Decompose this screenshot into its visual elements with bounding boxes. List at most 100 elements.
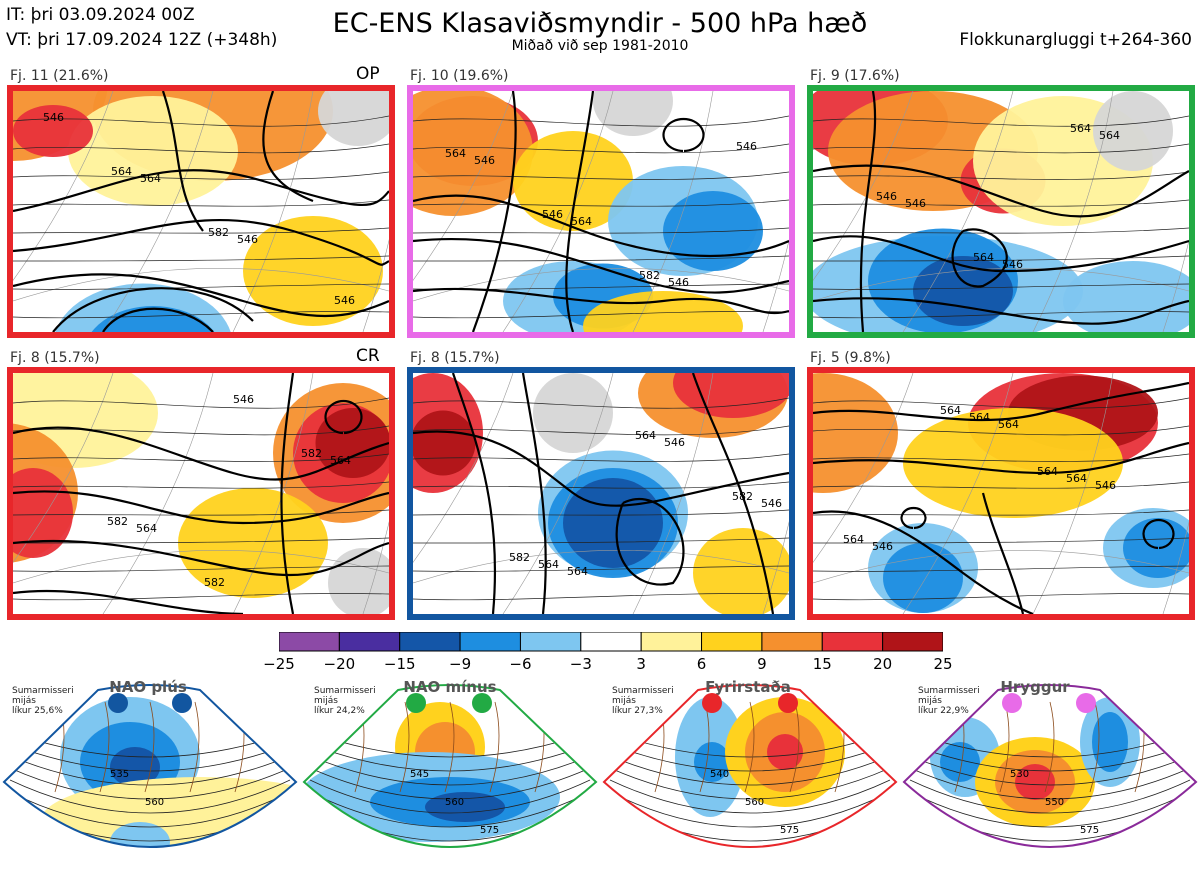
height-contour xyxy=(413,255,789,262)
height-contour xyxy=(13,143,389,154)
height-contour-bold xyxy=(102,307,214,332)
regime-anomaly xyxy=(110,822,170,847)
contour-label: 564 xyxy=(1099,129,1120,142)
regime-contour xyxy=(9,791,291,828)
panel-1-tag: OP xyxy=(356,64,380,84)
anomaly-shading xyxy=(315,408,389,478)
height-contour xyxy=(813,593,1189,601)
contour-label: 546 xyxy=(1095,479,1116,492)
anomaly-shading xyxy=(13,468,73,558)
contour-label: 564 xyxy=(998,418,1019,431)
regime-info: Sumarmisseri mijás líkur 27,3% xyxy=(612,686,674,716)
height-contour xyxy=(413,199,789,207)
contour-label: 564 xyxy=(571,215,592,228)
height-contour xyxy=(413,425,789,436)
regime-info: Sumarmisseri mijás líkur 25,6% xyxy=(12,686,74,716)
regime-contour xyxy=(909,791,1191,828)
contour-label: 546 xyxy=(542,208,563,221)
coastline xyxy=(444,701,455,793)
graticule-line xyxy=(632,373,714,614)
height-contour xyxy=(13,509,389,516)
regime-map: 530 550 575 xyxy=(902,684,1198,848)
regime-contour xyxy=(9,779,291,814)
panel-6-label: Fj. 5 (9.8%) xyxy=(810,350,891,366)
colorbar-segment xyxy=(701,632,763,652)
classification-window: Flokkunargluggi t+264-360 xyxy=(959,30,1192,50)
height-contour xyxy=(413,537,789,544)
page-title: EC-ENS Klasaviðsmyndir - 500 hPa hæð xyxy=(332,8,868,39)
contour-label: 564 xyxy=(973,251,994,264)
height-contour xyxy=(813,537,1189,544)
colorbar-segment xyxy=(338,632,401,652)
colorbar-tick-label: −15 xyxy=(383,655,416,673)
graticule-line xyxy=(502,373,614,614)
anomaly-shading xyxy=(1093,91,1173,171)
graticule-line xyxy=(413,91,514,281)
anomaly-shading xyxy=(663,191,763,271)
graticule-line xyxy=(813,91,914,281)
height-contour xyxy=(813,283,1189,290)
coastline xyxy=(189,701,200,793)
height-contour xyxy=(813,311,1189,319)
anomaly-shading xyxy=(533,373,613,453)
height-contour xyxy=(413,143,789,154)
height-contour-bold xyxy=(13,490,389,525)
height-contour xyxy=(13,537,389,544)
height-contour xyxy=(13,255,389,262)
coastline xyxy=(399,701,410,793)
regime-contour-label: 535 xyxy=(110,769,129,780)
height-contour-bold xyxy=(413,237,789,294)
regime-contour xyxy=(609,755,891,786)
coastline xyxy=(789,701,800,793)
regime-contour xyxy=(909,767,1191,800)
height-contour-bold xyxy=(691,373,775,614)
height-contour-bold xyxy=(13,273,389,318)
coastline xyxy=(744,701,755,793)
height-contour-bold xyxy=(161,91,204,232)
contour-label: 546 xyxy=(736,140,757,153)
regime-contour-label: 575 xyxy=(1080,825,1099,836)
graticule-line xyxy=(1032,91,1114,332)
height-contour-bold xyxy=(813,441,1189,475)
height-contour xyxy=(13,311,389,319)
colorbar-segment xyxy=(580,632,642,652)
contour-label: 564 xyxy=(635,429,656,442)
height-contour-bold xyxy=(262,91,314,203)
contour-label: 564 xyxy=(940,404,961,417)
height-contour-bold xyxy=(471,91,517,332)
height-contour xyxy=(813,565,1189,572)
coastline xyxy=(99,701,110,793)
colorbar-segment xyxy=(882,632,943,652)
height-contour xyxy=(13,397,389,409)
regime-contour xyxy=(609,767,891,800)
contour-label: 582 xyxy=(732,490,753,503)
regime-contour-label: 560 xyxy=(445,797,464,808)
height-contour xyxy=(413,593,789,601)
contour-label: 546 xyxy=(664,436,685,449)
contour-label: 546 xyxy=(334,294,355,307)
contour-label: 582 xyxy=(509,551,530,564)
valid-time: VT: þri 17.09.2024 12Z (+348h) xyxy=(6,30,278,50)
anomaly-shading xyxy=(673,373,789,418)
colorbar-tick-label: 20 xyxy=(873,655,893,673)
cluster-map-panel: 546 564 546 546 564 582 xyxy=(7,85,395,338)
regime-name: NAO mínus xyxy=(403,678,497,696)
graticule-line xyxy=(502,91,614,332)
height-contour xyxy=(813,115,1189,127)
graticule-line xyxy=(102,91,214,332)
anomaly-shading xyxy=(178,488,328,598)
height-contour-bold xyxy=(565,91,595,332)
height-contour-bold xyxy=(813,164,1189,218)
height-contour-bold xyxy=(13,426,389,481)
colorbar-segment xyxy=(640,632,703,652)
height-contour-bold xyxy=(813,381,1189,422)
height-contour-bold xyxy=(451,373,497,614)
contour-label: 582 xyxy=(107,515,128,528)
height-contour xyxy=(813,425,1189,436)
coastline xyxy=(1089,701,1100,793)
graticule-line xyxy=(1162,521,1189,614)
regime-marker-dot xyxy=(778,693,798,713)
contour-label: 546 xyxy=(1002,258,1023,271)
height-contour-bold xyxy=(813,297,1189,325)
contour-label: 546 xyxy=(876,190,897,203)
